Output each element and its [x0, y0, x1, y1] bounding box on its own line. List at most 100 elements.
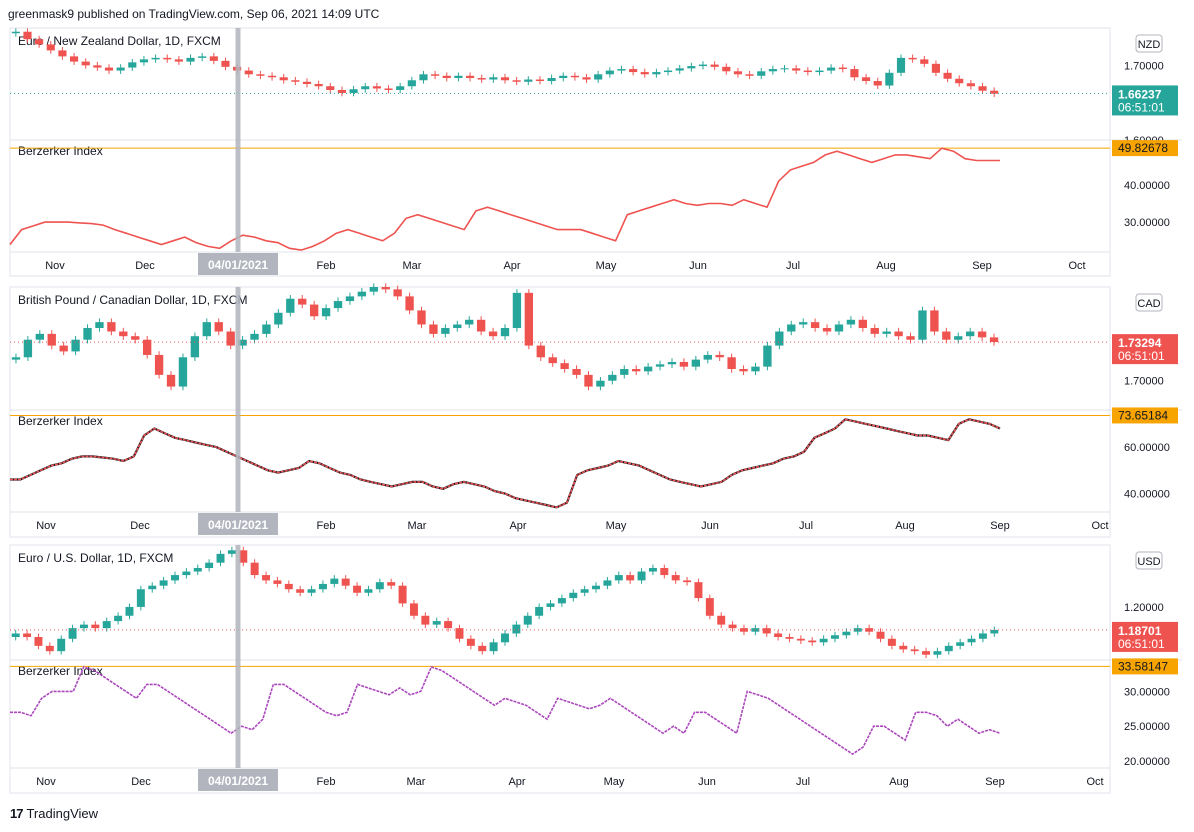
indicator-axis-tick: 30.00000 — [1124, 686, 1170, 698]
candle-body — [808, 640, 817, 643]
candle-body — [536, 345, 545, 358]
pane-title: Euro / New Zealand Dollar, 1D, FXCM — [18, 34, 221, 48]
candle-body — [417, 310, 426, 325]
candle-body — [341, 578, 350, 586]
candle-body — [896, 57, 906, 73]
candle-body — [198, 56, 207, 58]
candle-body — [822, 328, 832, 332]
candle-body — [174, 59, 183, 62]
candle-body — [142, 339, 152, 355]
candle-body — [337, 89, 347, 93]
candle-body — [943, 72, 952, 79]
candle-body — [512, 624, 521, 634]
candle-body — [640, 72, 649, 75]
candle-body — [799, 322, 808, 325]
last-price-label-bg — [1112, 85, 1178, 116]
candle-body — [307, 589, 316, 593]
candle-body — [557, 598, 566, 604]
candle-body — [239, 550, 248, 563]
last-price-label-bg — [1112, 334, 1178, 365]
candle-body — [675, 68, 684, 71]
time-axis-tick: Aug — [889, 776, 909, 788]
time-axis-tick: May — [604, 776, 625, 788]
footer[interactable]: 17 TradingView — [10, 806, 98, 821]
indicator-axis-tick: 40.00000 — [1124, 180, 1170, 192]
time-axis-tick: Jul — [786, 260, 800, 272]
time-axis-tick: Oct — [1091, 520, 1108, 532]
time-axis-tick: Jul — [799, 520, 813, 532]
candle-body — [326, 86, 335, 90]
indicator-axis-tick: 30.00000 — [1124, 217, 1170, 229]
time-axis-tick: Oct — [1068, 260, 1085, 272]
pane-frame-1 — [9, 286, 1111, 538]
candle-body — [792, 68, 801, 71]
candle-body — [330, 578, 339, 584]
candle-body — [205, 562, 214, 568]
candle-body — [361, 86, 370, 90]
candle-body — [372, 86, 381, 89]
candle-body — [717, 615, 726, 625]
candle-body — [125, 606, 134, 616]
indicator-level-label-bg — [1112, 658, 1178, 675]
candle-body — [751, 628, 760, 632]
crosshair-date-label: 04/01/2021 — [208, 774, 268, 788]
candle-body — [966, 331, 975, 337]
candle-body — [441, 328, 450, 334]
candle-body — [739, 628, 748, 632]
candle-body — [333, 301, 343, 309]
candle-body — [488, 331, 498, 337]
crosshair-date-label: 04/01/2021 — [208, 258, 268, 272]
candle-body — [861, 77, 871, 82]
currency-label: USD — [1137, 556, 1160, 568]
candle-body — [345, 296, 355, 302]
candle-body — [432, 621, 441, 625]
candle-body — [81, 61, 90, 66]
candle-body — [93, 65, 102, 68]
candle-body — [910, 649, 919, 652]
candle-body — [102, 621, 111, 629]
candle-body — [244, 70, 253, 75]
candle-body — [739, 369, 748, 372]
candle-body — [321, 308, 331, 317]
candle-body — [596, 380, 605, 387]
candle-body — [698, 64, 708, 67]
candle-body — [136, 589, 145, 607]
candle-body — [59, 345, 68, 352]
candle-body — [166, 374, 176, 387]
candle-body — [745, 74, 754, 76]
candle-body — [535, 606, 544, 616]
candle-body — [444, 621, 453, 629]
candle-body — [159, 580, 168, 586]
indicator-level-label: 73.65184 — [1118, 408, 1168, 422]
candle-body — [637, 571, 646, 581]
time-axis-tick: Apr — [508, 776, 525, 788]
time-axis-tick: Dec — [135, 260, 155, 272]
candle-body — [978, 633, 987, 639]
candle-body — [691, 359, 701, 367]
candle-body — [405, 296, 414, 311]
time-axis-tick: May — [596, 260, 617, 272]
candle-body — [131, 336, 140, 340]
indicator-axis-tick: 20.00000 — [1124, 756, 1170, 768]
candle-body — [922, 651, 931, 655]
time-axis-tick: Feb — [317, 260, 336, 272]
candle-body — [850, 69, 859, 78]
candle-body — [171, 575, 179, 581]
candle-body — [489, 77, 498, 80]
candle-body — [535, 79, 545, 82]
candle-body — [284, 583, 293, 590]
candle-body — [364, 589, 373, 593]
candle-body — [11, 357, 21, 360]
candle-body — [57, 638, 66, 652]
candle-body — [216, 553, 225, 563]
currency-label: NZD — [1138, 39, 1161, 51]
candle-body — [908, 57, 917, 60]
candle-body — [421, 615, 430, 625]
crosshair-date-label: 04/01/2021 — [208, 518, 268, 532]
candle-body — [384, 88, 393, 90]
candle-body — [572, 369, 581, 375]
candle-body — [296, 589, 305, 593]
last-price-label: 1.18701 — [1118, 624, 1162, 638]
candle-body — [83, 328, 92, 340]
